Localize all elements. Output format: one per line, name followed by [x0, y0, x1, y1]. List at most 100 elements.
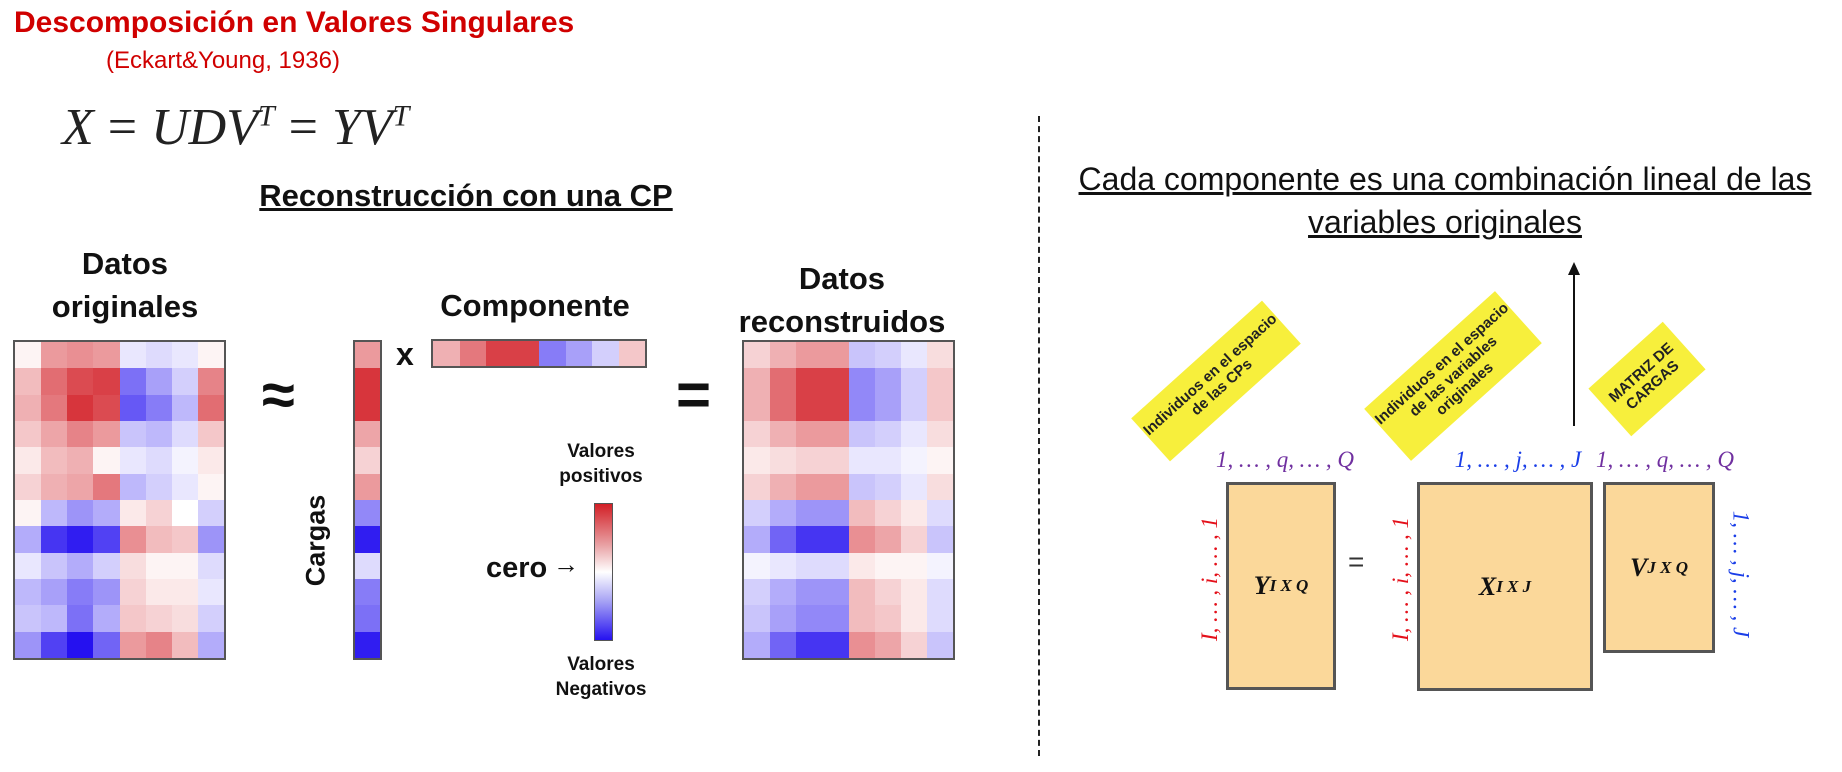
reconstructed-cell	[822, 473, 849, 500]
original-cell	[171, 631, 198, 658]
original-cell	[171, 394, 198, 421]
reconstructed-cell	[848, 526, 875, 553]
x-top-index: 1, … , j, … , J	[1454, 447, 1582, 472]
original-cell	[15, 447, 42, 474]
loading-cell	[355, 342, 380, 369]
original-cell	[197, 394, 224, 421]
original-cell	[171, 368, 198, 395]
reconstructed-cell	[770, 368, 797, 395]
loading-cell	[355, 526, 380, 553]
original-cell	[93, 500, 120, 527]
loading-cell	[355, 579, 380, 606]
reconstructed-cell	[796, 605, 823, 632]
original-cell	[15, 368, 42, 395]
reconstructed-cell	[926, 421, 953, 448]
reconstructed-cell	[900, 552, 927, 579]
component-cell	[565, 341, 592, 366]
equals-symbol: =	[676, 361, 712, 428]
original-cell	[145, 552, 172, 579]
reconstructed-cell	[770, 421, 797, 448]
reconstructed-cell	[848, 579, 875, 606]
legend-colorbar	[594, 503, 613, 641]
up-arrow-icon	[1568, 262, 1580, 426]
v-top-index: 1, … , q, … , Q	[1596, 447, 1735, 472]
original-data-title: Datos originales	[51, 246, 199, 324]
v-note: MATRIZ DE CARGAS	[1588, 321, 1706, 437]
original-cell	[67, 579, 94, 606]
original-cell	[41, 394, 68, 421]
original-cell	[171, 473, 198, 500]
original-cell	[15, 394, 42, 421]
original-cell	[197, 552, 224, 579]
reconstructed-cell	[770, 526, 797, 553]
reconstructed-cell	[900, 342, 927, 369]
reconstructed-cell	[744, 421, 771, 448]
reconstructed-cell	[926, 552, 953, 579]
original-cell	[67, 552, 94, 579]
loading-cell	[355, 631, 380, 658]
reconstructed-cell	[822, 552, 849, 579]
reconstructed-cell	[744, 342, 771, 369]
original-cell	[119, 368, 146, 395]
component-cell	[459, 341, 486, 366]
y-left-index-wrap: I, … , i, … , 1	[1100, 517, 1320, 641]
reconstructed-cell	[744, 368, 771, 395]
reconstructed-cell	[874, 552, 901, 579]
reconstructed-cell	[770, 552, 797, 579]
reconstructed-cell	[848, 473, 875, 500]
matrix-equals: =	[1348, 546, 1365, 577]
reconstructed-cell	[822, 579, 849, 606]
reconstructed-cell	[796, 526, 823, 553]
original-cell	[197, 368, 224, 395]
reconstructed-cell	[900, 526, 927, 553]
original-cell	[145, 447, 172, 474]
reconstructed-cell	[926, 394, 953, 421]
reconstructed-cell	[822, 526, 849, 553]
original-cell	[15, 605, 42, 632]
original-cell	[41, 447, 68, 474]
loading-cell	[355, 394, 380, 421]
v-right-index: 1, … , j, … , J	[1728, 510, 1753, 638]
y-left-index: I, … , i, … , 1	[1196, 517, 1222, 641]
original-cell	[41, 368, 68, 395]
loading-cell	[355, 473, 380, 500]
component-cell	[539, 341, 566, 366]
reconstructed-cell	[874, 526, 901, 553]
reconstructed-cell	[822, 631, 849, 658]
original-cell	[145, 473, 172, 500]
original-cell	[119, 447, 146, 474]
original-cell	[93, 421, 120, 448]
reconstructed-cell	[926, 500, 953, 527]
original-data-heatmap	[13, 340, 226, 660]
reconstructed-cell	[770, 342, 797, 369]
component-cell	[512, 341, 539, 366]
original-cell	[93, 368, 120, 395]
reconstructed-cell	[770, 447, 797, 474]
reconstructed-cell	[796, 447, 823, 474]
reconstructed-cell	[744, 605, 771, 632]
section-divider	[1038, 116, 1040, 756]
original-cell	[67, 421, 94, 448]
y-note: Individuos en el espacio de las CPs	[1131, 300, 1301, 462]
x-note: Individuos en el espacio de las variable…	[1364, 291, 1542, 461]
reconstructed-cell	[848, 421, 875, 448]
times-symbol: x	[396, 336, 414, 372]
original-cell	[119, 526, 146, 553]
original-cell	[171, 342, 198, 369]
reconstructed-cell	[770, 394, 797, 421]
reconstructed-cell	[848, 631, 875, 658]
loading-cell	[355, 421, 380, 448]
original-cell	[171, 552, 198, 579]
reconstructed-cell	[770, 605, 797, 632]
original-cell	[119, 605, 146, 632]
reconstructed-cell	[900, 421, 927, 448]
original-cell	[15, 526, 42, 553]
original-cell	[119, 500, 146, 527]
original-cell	[171, 579, 198, 606]
original-cell	[171, 605, 198, 632]
original-cell	[145, 368, 172, 395]
original-cell	[197, 447, 224, 474]
svd-formula: X = UDVT = YVT	[62, 98, 409, 157]
reconstructed-cell	[900, 447, 927, 474]
page-subtitle: (Eckart&Young, 1936)	[106, 47, 340, 74]
